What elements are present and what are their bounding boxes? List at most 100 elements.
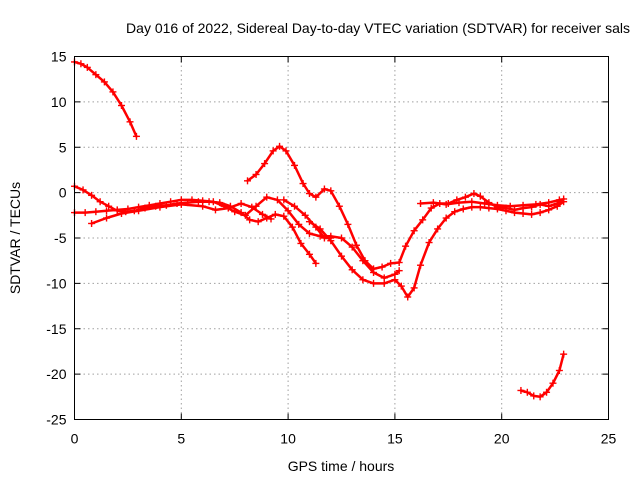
data-point (132, 132, 140, 140)
data-point (485, 204, 493, 212)
data-point (370, 265, 378, 273)
data-point (96, 198, 104, 206)
series-arc-9 (517, 350, 568, 401)
y-tick-label: 15 (51, 49, 67, 65)
data-point (511, 209, 519, 217)
data-point (402, 242, 410, 250)
data-point (320, 234, 328, 242)
data-point (553, 202, 561, 210)
data-point (530, 392, 538, 400)
data-point (338, 252, 345, 260)
data-point (476, 203, 484, 211)
data-point (81, 209, 89, 217)
data-point (481, 200, 489, 208)
data-point (263, 193, 271, 201)
data-point (282, 147, 290, 155)
y-tick-label: -10 (46, 275, 66, 291)
data-point (451, 208, 459, 216)
data-point (410, 227, 418, 235)
data-point (493, 201, 501, 209)
data-point (519, 201, 527, 209)
data-point (359, 276, 367, 284)
data-point (92, 71, 100, 79)
y-tick-label: -15 (46, 321, 66, 337)
data-point (352, 241, 360, 249)
data-point (442, 214, 450, 222)
data-point (83, 63, 91, 71)
series-arc-6 (305, 198, 568, 301)
data-point (244, 177, 252, 185)
data-point (395, 267, 403, 275)
data-point (312, 259, 320, 267)
x-tick-label: 5 (177, 431, 185, 447)
data-point (254, 218, 262, 226)
data-point (502, 207, 510, 215)
data-point (536, 209, 544, 217)
data-point (305, 229, 313, 237)
data-point (188, 196, 196, 204)
data-point (231, 208, 239, 216)
data-point (461, 193, 469, 201)
data-point (370, 279, 378, 287)
data-point (532, 200, 540, 208)
data-point (103, 207, 111, 215)
data-point (429, 199, 437, 207)
data-point (361, 257, 369, 265)
data-point (288, 223, 296, 231)
data-point (549, 379, 557, 387)
data-point (555, 196, 563, 204)
data-point (348, 243, 356, 251)
data-point (312, 193, 320, 201)
y-tick-label: 10 (51, 94, 67, 110)
x-tick-label: 0 (71, 431, 79, 447)
data-point (442, 200, 450, 208)
data-point (237, 200, 245, 208)
data-point (135, 207, 143, 215)
data-point (397, 282, 405, 290)
data-point (519, 209, 527, 217)
data-point (417, 261, 425, 269)
data-point (88, 219, 96, 227)
data-point (252, 170, 260, 178)
data-point (258, 210, 266, 218)
data-point (506, 202, 514, 210)
data-point (545, 206, 553, 214)
y-tick-labels: -25 -20 -15 -10 -5 0 5 10 15 (46, 49, 66, 428)
data-point (280, 196, 288, 204)
data-point (280, 212, 288, 220)
data-point (417, 200, 425, 208)
data-point (528, 210, 536, 218)
data-point (387, 259, 395, 267)
data-point (312, 223, 320, 231)
data-point (276, 142, 284, 150)
data-point (560, 350, 568, 358)
x-tick-label: 20 (494, 431, 510, 447)
data-point (560, 198, 568, 206)
data-series (71, 58, 568, 401)
data-point (100, 78, 108, 86)
data-point (291, 161, 299, 169)
data-point (301, 211, 309, 219)
data-point (476, 192, 484, 200)
data-point (105, 202, 113, 210)
series-arc-5 (244, 142, 568, 273)
data-point (327, 187, 335, 195)
data-point (77, 60, 85, 68)
data-point (211, 206, 219, 214)
y-tick-label: -20 (46, 366, 66, 382)
data-point (224, 204, 232, 212)
series-line-arc-1 (73, 60, 138, 138)
data-point (455, 199, 463, 207)
data-point (297, 239, 305, 247)
data-point (271, 210, 279, 218)
x-axis-title: GPS time / hours (288, 458, 395, 474)
data-point (327, 234, 335, 242)
data-point (419, 216, 427, 224)
data-point (209, 198, 217, 206)
series-arc-4 (88, 200, 275, 227)
data-point (117, 209, 125, 217)
data-point (261, 160, 269, 168)
data-point (241, 211, 249, 219)
data-point (459, 205, 467, 213)
data-point (536, 393, 544, 401)
